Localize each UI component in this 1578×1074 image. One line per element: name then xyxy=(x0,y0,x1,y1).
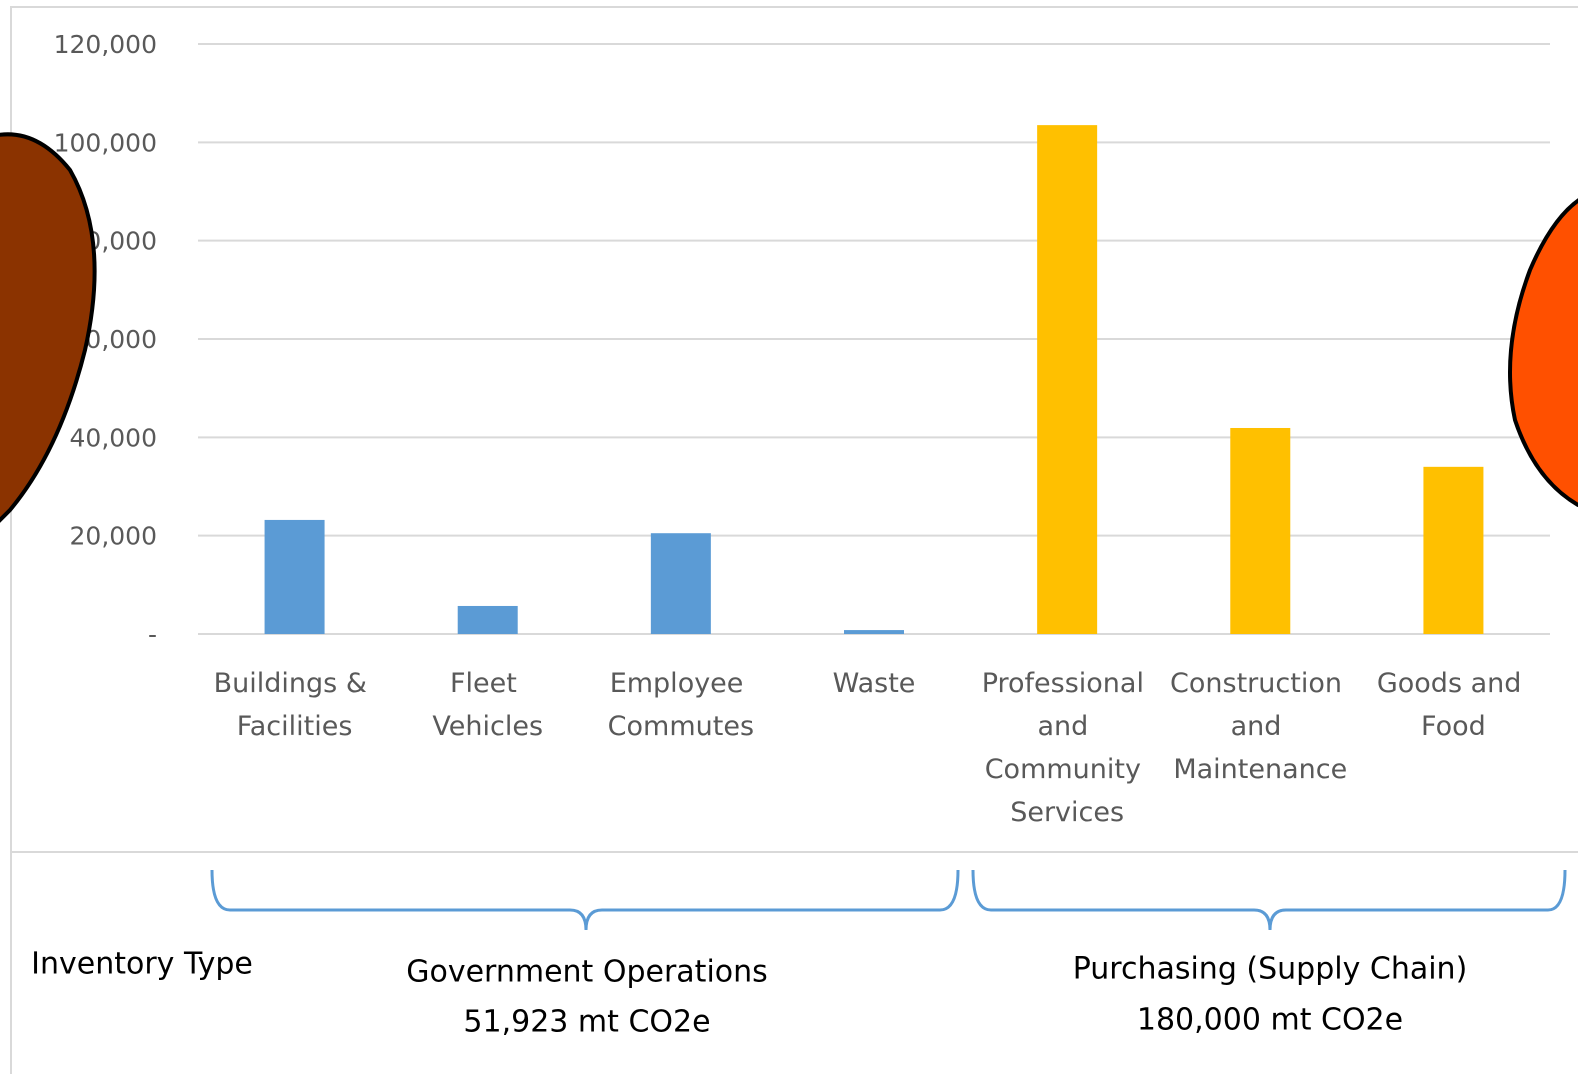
label-line: Buildings & xyxy=(214,668,376,699)
label-line: Professional xyxy=(982,668,1153,699)
axis-group-label: Inventory Type xyxy=(31,947,253,982)
group-total: 51,923 mt CO2e xyxy=(463,1005,710,1040)
bar xyxy=(650,533,711,634)
label-line: Commutes xyxy=(608,711,754,742)
group-name: Government Operations xyxy=(406,955,768,990)
bar xyxy=(1037,125,1098,634)
x-tick-label: Construction and Maintenance xyxy=(1170,668,1351,785)
y-tick-label: 20,000 xyxy=(70,522,157,551)
chart-frame xyxy=(10,6,1578,1074)
label-line: Food xyxy=(1421,711,1486,742)
y-tick-label: 120,000 xyxy=(54,30,157,59)
label-line: Services xyxy=(1010,797,1124,828)
label-line: Community xyxy=(985,754,1150,785)
x-tick-label: Fleet Vehicles xyxy=(432,668,543,742)
group-total: 180,000 mt CO2e xyxy=(1137,1003,1403,1038)
label-line: Fleet xyxy=(450,668,525,699)
x-tick-label: Goods and Food xyxy=(1377,668,1530,742)
bar xyxy=(1230,427,1291,634)
label-line: Construction xyxy=(1170,668,1351,699)
bar xyxy=(457,605,518,634)
y-tick-label: 100,000 xyxy=(54,128,157,157)
bracket xyxy=(971,869,1567,931)
bar xyxy=(264,519,325,634)
label-line: Maintenance xyxy=(1173,754,1347,785)
label-line: Facilities xyxy=(237,711,353,742)
label-line: and xyxy=(1231,711,1290,742)
x-tick-label: Employee Commutes xyxy=(608,668,754,742)
label-line: and xyxy=(1037,711,1096,742)
x-tick-label: Buildings & Facilities xyxy=(214,668,376,742)
bar xyxy=(844,630,904,634)
bracket xyxy=(210,869,960,931)
plot: -20,00040,00060,00080,000100,000120,000B… xyxy=(54,30,1550,828)
group-name: Purchasing (Supply Chain) xyxy=(1073,952,1468,987)
bar xyxy=(1423,466,1484,634)
label-line: Waste xyxy=(833,668,916,699)
label-line: Vehicles xyxy=(432,711,543,742)
y-tick-label: - xyxy=(148,620,157,649)
blob xyxy=(1508,198,1578,508)
x-tick-label: Professional and Community Services xyxy=(982,668,1153,828)
x-tick-label: Waste xyxy=(833,668,916,699)
label-line: Employee xyxy=(610,668,752,699)
label-line: Goods and xyxy=(1377,668,1530,699)
blob xyxy=(0,132,97,523)
y-tick-label: 40,000 xyxy=(70,423,157,452)
